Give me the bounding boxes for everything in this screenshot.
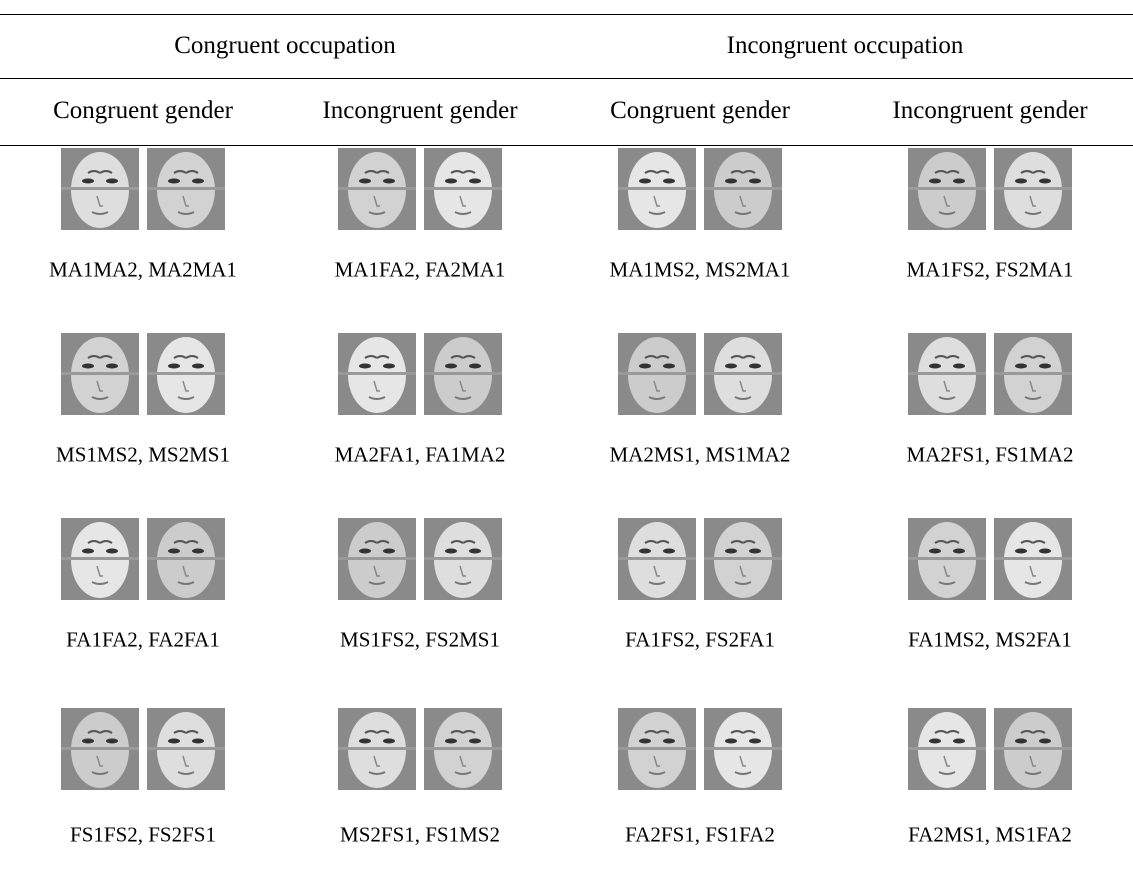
column-header: Incongruent gender bbox=[892, 97, 1088, 124]
face-image bbox=[338, 708, 416, 790]
face-image bbox=[618, 333, 696, 415]
stimulus-label: FA2FS1, FS1FA2 bbox=[625, 822, 775, 847]
face-image bbox=[424, 708, 502, 790]
face-image bbox=[994, 708, 1072, 790]
stimulus-label: MA1FA2, FA2MA1 bbox=[334, 257, 506, 282]
column-header: Congruent gender bbox=[610, 97, 790, 124]
face-image bbox=[147, 148, 225, 230]
stimulus-label: MA1MA2, MA2MA1 bbox=[49, 257, 237, 282]
face-image bbox=[424, 148, 502, 230]
stimulus-label: FA1MS2, MS2FA1 bbox=[908, 627, 1072, 652]
stimulus-label: MA2FS1, FS1MA2 bbox=[906, 442, 1074, 467]
face-image bbox=[994, 148, 1072, 230]
face-image bbox=[908, 333, 986, 415]
group-rule bbox=[0, 78, 1133, 79]
face-image bbox=[704, 708, 782, 790]
stimulus-label: MA1FS2, FS2MA1 bbox=[906, 257, 1074, 282]
header-rule bbox=[0, 145, 1133, 146]
face-image bbox=[618, 708, 696, 790]
column-header: Congruent gender bbox=[53, 97, 233, 124]
face-image bbox=[61, 708, 139, 790]
stimulus-label: FA1FS2, FS2FA1 bbox=[625, 627, 775, 652]
stimulus-label: MS1FS2, FS2MS1 bbox=[340, 627, 500, 652]
face-image bbox=[994, 518, 1072, 600]
face-image bbox=[147, 708, 225, 790]
face-image bbox=[704, 518, 782, 600]
stimulus-label: MA2FA1, FA1MA2 bbox=[334, 442, 506, 467]
stimulus-label: MS1MS2, MS2MS1 bbox=[56, 442, 230, 467]
stimulus-label: MA2MS1, MS1MA2 bbox=[609, 442, 791, 467]
face-image bbox=[61, 333, 139, 415]
face-image bbox=[147, 333, 225, 415]
face-image bbox=[61, 148, 139, 230]
column-header: Incongruent gender bbox=[322, 97, 518, 124]
face-image bbox=[994, 333, 1072, 415]
stimulus-label: FA2MS1, MS1FA2 bbox=[908, 822, 1072, 847]
face-image bbox=[424, 333, 502, 415]
face-image bbox=[704, 333, 782, 415]
stimulus-label: MA1MS2, MS2MA1 bbox=[609, 257, 791, 282]
stimulus-label: FS1FS2, FS2FS1 bbox=[70, 822, 216, 847]
top-rule bbox=[0, 14, 1133, 15]
face-image bbox=[338, 148, 416, 230]
face-image bbox=[908, 148, 986, 230]
face-image bbox=[147, 518, 225, 600]
face-image bbox=[704, 148, 782, 230]
face-image bbox=[424, 518, 502, 600]
stimulus-label: FA1FA2, FA2FA1 bbox=[66, 627, 220, 652]
face-image bbox=[61, 518, 139, 600]
face-image bbox=[908, 708, 986, 790]
group-header: Incongruent occupation bbox=[726, 32, 964, 59]
face-image bbox=[908, 518, 986, 600]
face-image bbox=[618, 518, 696, 600]
group-header: Congruent occupation bbox=[174, 32, 396, 59]
face-image bbox=[338, 518, 416, 600]
face-image bbox=[618, 148, 696, 230]
face-image bbox=[338, 333, 416, 415]
stimulus-label: MS2FS1, FS1MS2 bbox=[340, 822, 500, 847]
